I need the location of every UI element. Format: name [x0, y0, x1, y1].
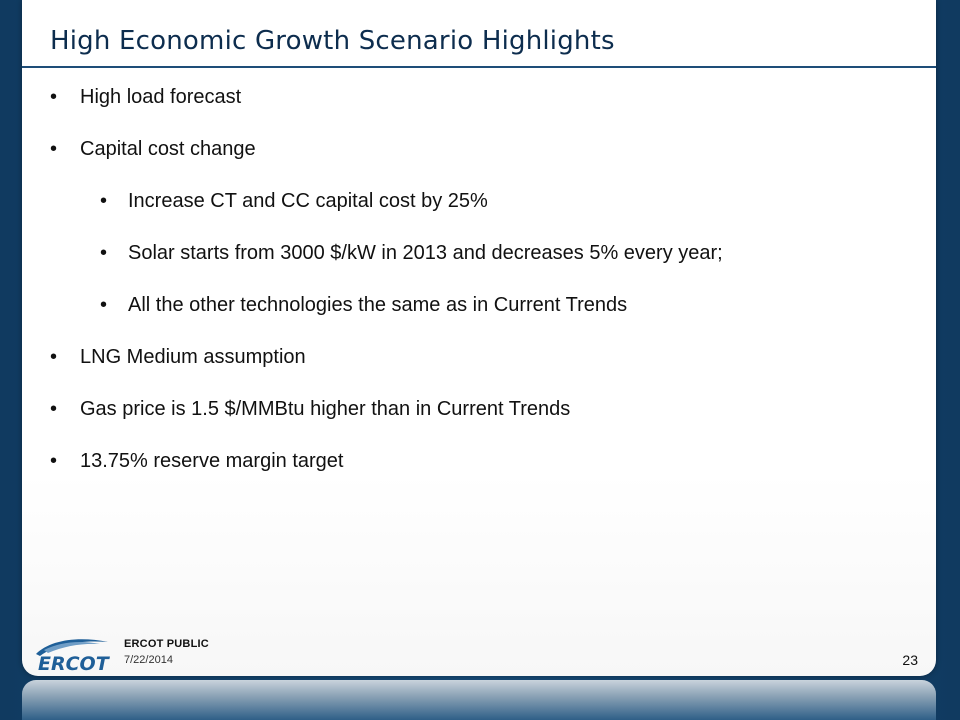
title-underline	[22, 66, 936, 68]
bullet-marker: •	[50, 450, 58, 472]
bullet-text: Solar starts from 3000 $/kW in 2013 and …	[128, 242, 723, 264]
bullet-item: • Capital cost change	[22, 132, 936, 184]
bullet-text: Gas price is 1.5 $/MMBtu higher than in …	[80, 398, 571, 420]
bullet-marker: •	[100, 190, 108, 212]
bullet-text: High load forecast	[80, 86, 242, 108]
bullet-item: • 13.75% reserve margin target	[22, 444, 936, 496]
bullet-item: • Gas price is 1.5 $/MMBtu higher than i…	[22, 392, 936, 444]
bullet-text: All the other technologies the same as i…	[128, 294, 628, 316]
bullet-text: Capital cost change	[80, 138, 256, 160]
bullet-marker: •	[50, 86, 58, 108]
bullet-marker: •	[50, 346, 58, 368]
slide-title: High Economic Growth Scenario Highlights	[50, 26, 615, 56]
bullet-text: LNG Medium assumption	[80, 346, 306, 368]
bullet-list: • High load forecast • Capital cost chan…	[22, 80, 936, 496]
bullet-text: 13.75% reserve margin target	[80, 450, 344, 472]
logo-text: ERCOT	[38, 653, 111, 674]
sub-bullet-item: • Increase CT and CC capital cost by 25%	[22, 184, 936, 236]
bullet-marker: •	[50, 138, 58, 160]
sub-bullet-item: • All the other technologies the same as…	[22, 288, 936, 340]
sub-bullet-item: • Solar starts from 3000 $/kW in 2013 an…	[22, 236, 936, 288]
bullet-item: • High load forecast	[22, 80, 936, 132]
bottom-decorative-bar	[22, 680, 936, 720]
footer-date: 7/22/2014	[124, 654, 173, 666]
classification-label: ERCOT PUBLIC	[124, 638, 209, 650]
slide: High Economic Growth Scenario Highlights…	[22, 0, 936, 676]
bullet-marker: •	[100, 242, 108, 264]
bullet-item: • LNG Medium assumption	[22, 340, 936, 392]
bullet-marker: •	[50, 398, 58, 420]
ercot-logo-icon: ERCOT	[36, 639, 111, 674]
bullet-marker: •	[100, 294, 108, 316]
bullet-text: Increase CT and CC capital cost by 25%	[128, 190, 488, 212]
page-number: 23	[902, 652, 918, 668]
